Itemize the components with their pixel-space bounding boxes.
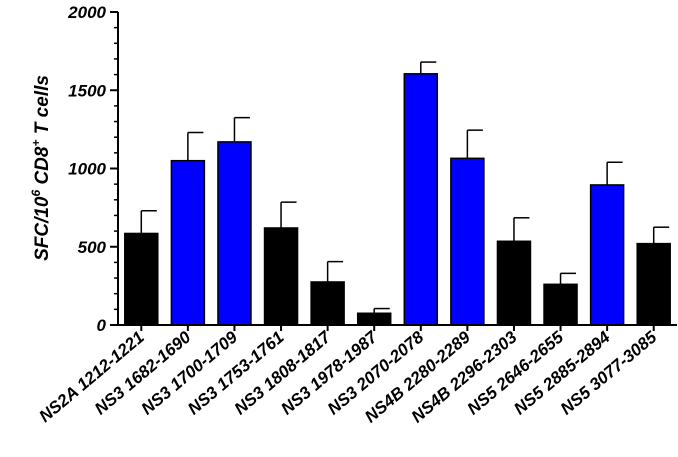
y-tick-label: 500 <box>78 238 107 257</box>
bar <box>263 227 299 326</box>
y-tick-label: 2000 <box>67 3 106 22</box>
bar <box>543 283 578 326</box>
y-axis-label: SFC/106 CD8+ T cells <box>29 75 53 261</box>
bar <box>589 184 625 326</box>
y-tick-label: 1000 <box>68 160 106 179</box>
bar <box>217 141 252 326</box>
y-tick-label: 1500 <box>68 81 106 100</box>
bar <box>636 242 671 326</box>
y-axis: 0 500 1000 1500 2000 <box>67 3 119 335</box>
bars <box>124 73 671 326</box>
bar <box>124 232 159 326</box>
bar <box>496 240 532 326</box>
bar <box>170 159 206 326</box>
bar <box>310 281 345 326</box>
bar <box>403 73 439 326</box>
error-bars <box>140 61 670 314</box>
y-tick-label: 0 <box>97 316 107 335</box>
bar <box>356 312 392 326</box>
bar <box>450 157 485 326</box>
